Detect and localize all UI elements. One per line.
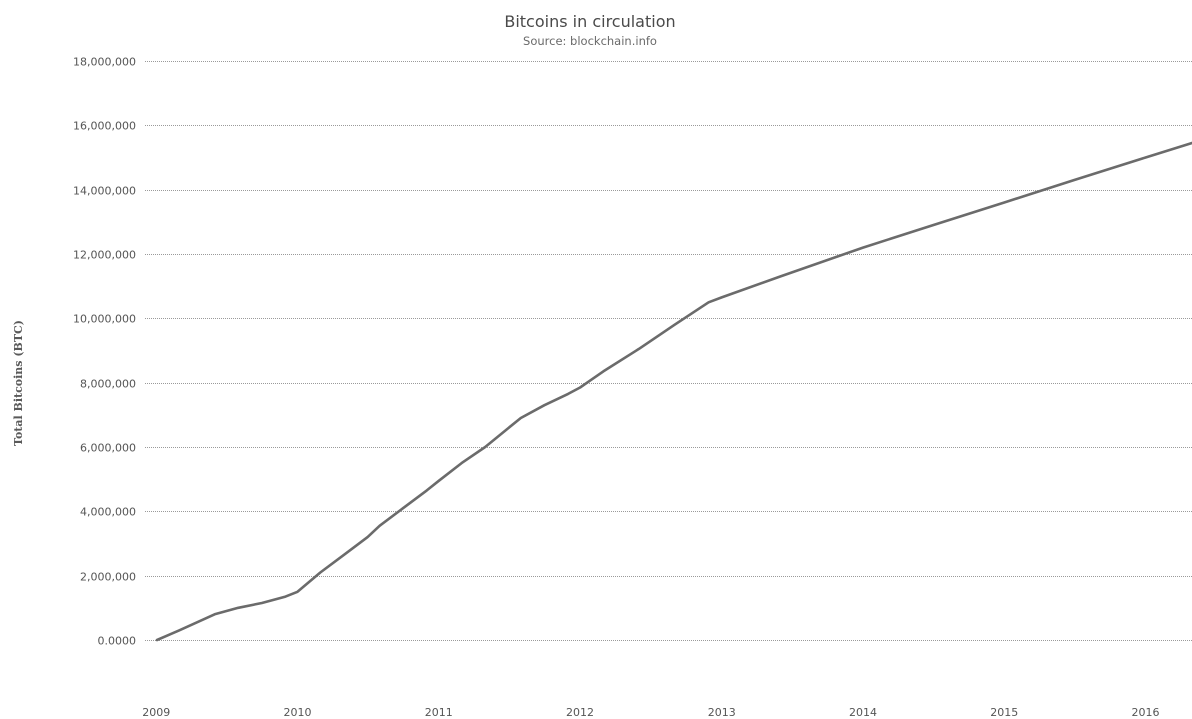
- x-tick-label: 2013: [708, 706, 736, 719]
- y-tick-label: 16,000,000: [73, 120, 136, 133]
- x-tick-label: 2009: [142, 706, 170, 719]
- y-tick-label: 4,000,000: [80, 506, 136, 519]
- y-tick-label: 18,000,000: [73, 56, 136, 69]
- x-tick-label: 2011: [425, 706, 453, 719]
- x-tick-label: 2012: [566, 706, 594, 719]
- y-tick-label: 14,000,000: [73, 185, 136, 198]
- y-tick-label: 6,000,000: [80, 442, 136, 455]
- y-tick-label: 0.0000: [98, 635, 137, 648]
- gridlines: [145, 61, 1192, 641]
- x-tick-label: 2010: [284, 706, 312, 719]
- y-tick-label: 2,000,000: [80, 571, 136, 584]
- y-tick-label: 10,000,000: [73, 313, 136, 326]
- chart-subtitle: Source: blockchain.info: [523, 34, 657, 48]
- y-tick-label: 8,000,000: [80, 378, 136, 391]
- x-tick-label: 2016: [1132, 706, 1160, 719]
- series-line: [155, 141, 1192, 642]
- x-tick-label: 2015: [990, 706, 1018, 719]
- chart-title: Bitcoins in circulation: [504, 12, 675, 31]
- series-group: [155, 141, 1192, 642]
- y-axis-ticks: 0.0000 2,000,000 4,000,000 6,000,000 8,000,0…: [73, 56, 136, 648]
- y-tick-label: 12,000,000: [73, 249, 136, 262]
- x-axis-ticks: 2009 2010 2011 2012 2013 2014 2015 2016: [142, 706, 1159, 719]
- y-axis-label: Total Bitcoins (BTC): [12, 320, 25, 446]
- x-tick-label: 2014: [849, 706, 877, 719]
